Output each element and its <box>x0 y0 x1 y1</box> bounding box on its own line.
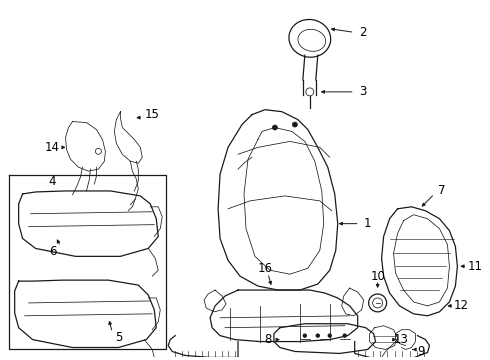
Text: 14: 14 <box>45 141 60 154</box>
Text: 6: 6 <box>49 245 56 258</box>
Text: 15: 15 <box>145 108 160 121</box>
Ellipse shape <box>317 334 319 337</box>
Text: 13: 13 <box>394 333 409 346</box>
Ellipse shape <box>303 334 306 337</box>
Text: 4: 4 <box>49 175 56 188</box>
Text: 7: 7 <box>438 184 445 197</box>
Ellipse shape <box>272 125 277 130</box>
Ellipse shape <box>343 334 346 337</box>
Text: 3: 3 <box>359 85 367 98</box>
Text: 16: 16 <box>257 262 272 275</box>
Text: 2: 2 <box>359 26 367 39</box>
Ellipse shape <box>293 122 297 127</box>
Text: 5: 5 <box>115 331 122 344</box>
Text: 10: 10 <box>370 270 385 283</box>
Text: 11: 11 <box>468 260 483 273</box>
Text: 8: 8 <box>264 333 271 346</box>
Text: 9: 9 <box>418 345 425 358</box>
Text: 12: 12 <box>454 300 469 312</box>
Ellipse shape <box>328 334 331 337</box>
Text: 1: 1 <box>364 217 371 230</box>
